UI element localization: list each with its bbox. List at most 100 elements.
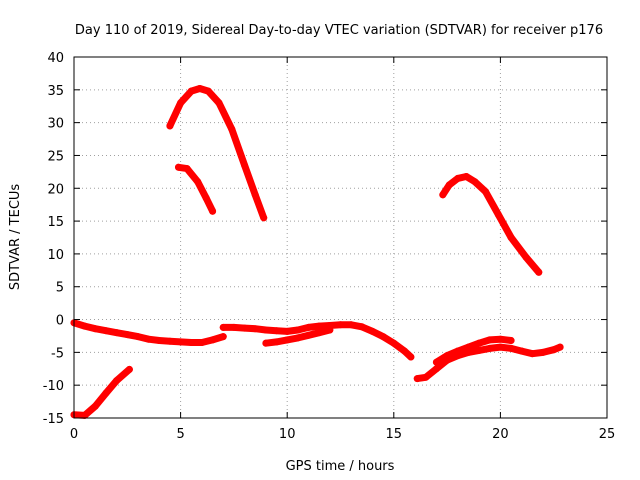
data-point (528, 350, 536, 358)
data-point (134, 333, 142, 341)
data-point (196, 85, 204, 93)
data-point (294, 326, 302, 334)
data-point (166, 122, 174, 130)
data-point (209, 207, 217, 215)
data-point (81, 322, 89, 330)
plot-frame (73, 56, 608, 419)
data-point (228, 125, 236, 133)
data-point (260, 214, 268, 222)
y-tick-label: 25 (47, 149, 64, 164)
data-point (522, 253, 530, 261)
data-point (177, 99, 185, 107)
data-point (113, 329, 121, 337)
data-point (251, 325, 259, 333)
x-tick-label: 5 (176, 427, 184, 442)
data-point (486, 336, 494, 344)
data-point (486, 344, 494, 352)
y-tick-label: 15 (47, 215, 64, 230)
data-point (177, 338, 185, 346)
data-point (219, 333, 227, 341)
data-point (507, 234, 515, 241)
data-point (445, 181, 453, 189)
data-point (174, 163, 182, 171)
data-point (202, 194, 210, 202)
data-point (432, 358, 440, 366)
data-point (241, 161, 249, 169)
data-point (145, 335, 153, 343)
y-axis-label: SDTVAR / TECUs (8, 184, 23, 291)
data-point (475, 346, 483, 354)
data-point (454, 347, 462, 355)
data-point (315, 329, 323, 337)
data-point (475, 339, 483, 347)
data-point (494, 211, 502, 219)
series-layer (70, 85, 564, 419)
data-point (439, 191, 447, 199)
data-point (550, 346, 558, 354)
data-point (471, 178, 479, 186)
data-point (337, 321, 344, 329)
ticks: 0 5 10 15 20 25 -15 -10 -5 0 5 10 15 20 25 30 35 40 (43, 51, 616, 442)
data-point (507, 344, 515, 352)
data-point (125, 365, 133, 373)
data-point (539, 348, 547, 356)
data-point (518, 347, 526, 355)
data-point (219, 323, 227, 331)
y-tick-label: 40 (47, 51, 64, 66)
data-point (454, 174, 462, 182)
data-point (464, 343, 472, 351)
grid (74, 57, 607, 418)
y-tick-label: 30 (47, 117, 64, 132)
data-point (198, 339, 206, 347)
data-point (273, 327, 281, 335)
x-tick-label: 20 (492, 427, 509, 442)
data-point (358, 323, 366, 331)
series-arc-high-peak (166, 85, 268, 222)
x-tick-label: 0 (70, 427, 78, 442)
data-point (81, 411, 89, 419)
x-tick-label: 10 (279, 427, 296, 442)
data-point (113, 377, 121, 385)
data-point (204, 87, 212, 95)
data-point (102, 389, 110, 397)
y-tick-label: 10 (47, 248, 64, 263)
x-axis-label: GPS time / hours (286, 459, 395, 474)
y-tick-label: 35 (47, 84, 64, 99)
data-point (556, 343, 564, 351)
data-point (347, 321, 355, 329)
data-point (432, 365, 440, 373)
data-point (390, 339, 398, 347)
data-point (230, 323, 238, 331)
data-point (283, 336, 291, 344)
data-point (462, 172, 470, 180)
data-point (102, 327, 110, 335)
y-tick-label: -15 (43, 412, 64, 427)
data-point (251, 191, 259, 199)
x-tick-label: 15 (386, 427, 403, 442)
data-point (262, 339, 270, 347)
data-point (305, 331, 313, 339)
data-point (209, 336, 217, 344)
data-point (155, 337, 163, 345)
series-arc-evening-hump (439, 173, 543, 276)
data-point (183, 165, 191, 173)
data-point (262, 326, 270, 334)
y-tick-label: 20 (47, 182, 64, 197)
chart-title: Day 110 of 2019, Sidereal Day-to-day VTE… (75, 23, 603, 38)
data-point (91, 325, 99, 333)
data-point (496, 335, 504, 343)
data-point (166, 337, 174, 345)
y-tick-label: -5 (51, 346, 64, 361)
data-point (315, 322, 323, 330)
data-point (241, 324, 249, 332)
y-tick-label: 0 (56, 314, 64, 329)
data-point (443, 352, 451, 360)
data-point (305, 323, 313, 331)
data-point (91, 402, 99, 410)
data-point (194, 178, 202, 186)
data-point (187, 339, 195, 347)
data-point (481, 188, 489, 196)
data-point (422, 373, 430, 381)
data-point (187, 87, 195, 95)
